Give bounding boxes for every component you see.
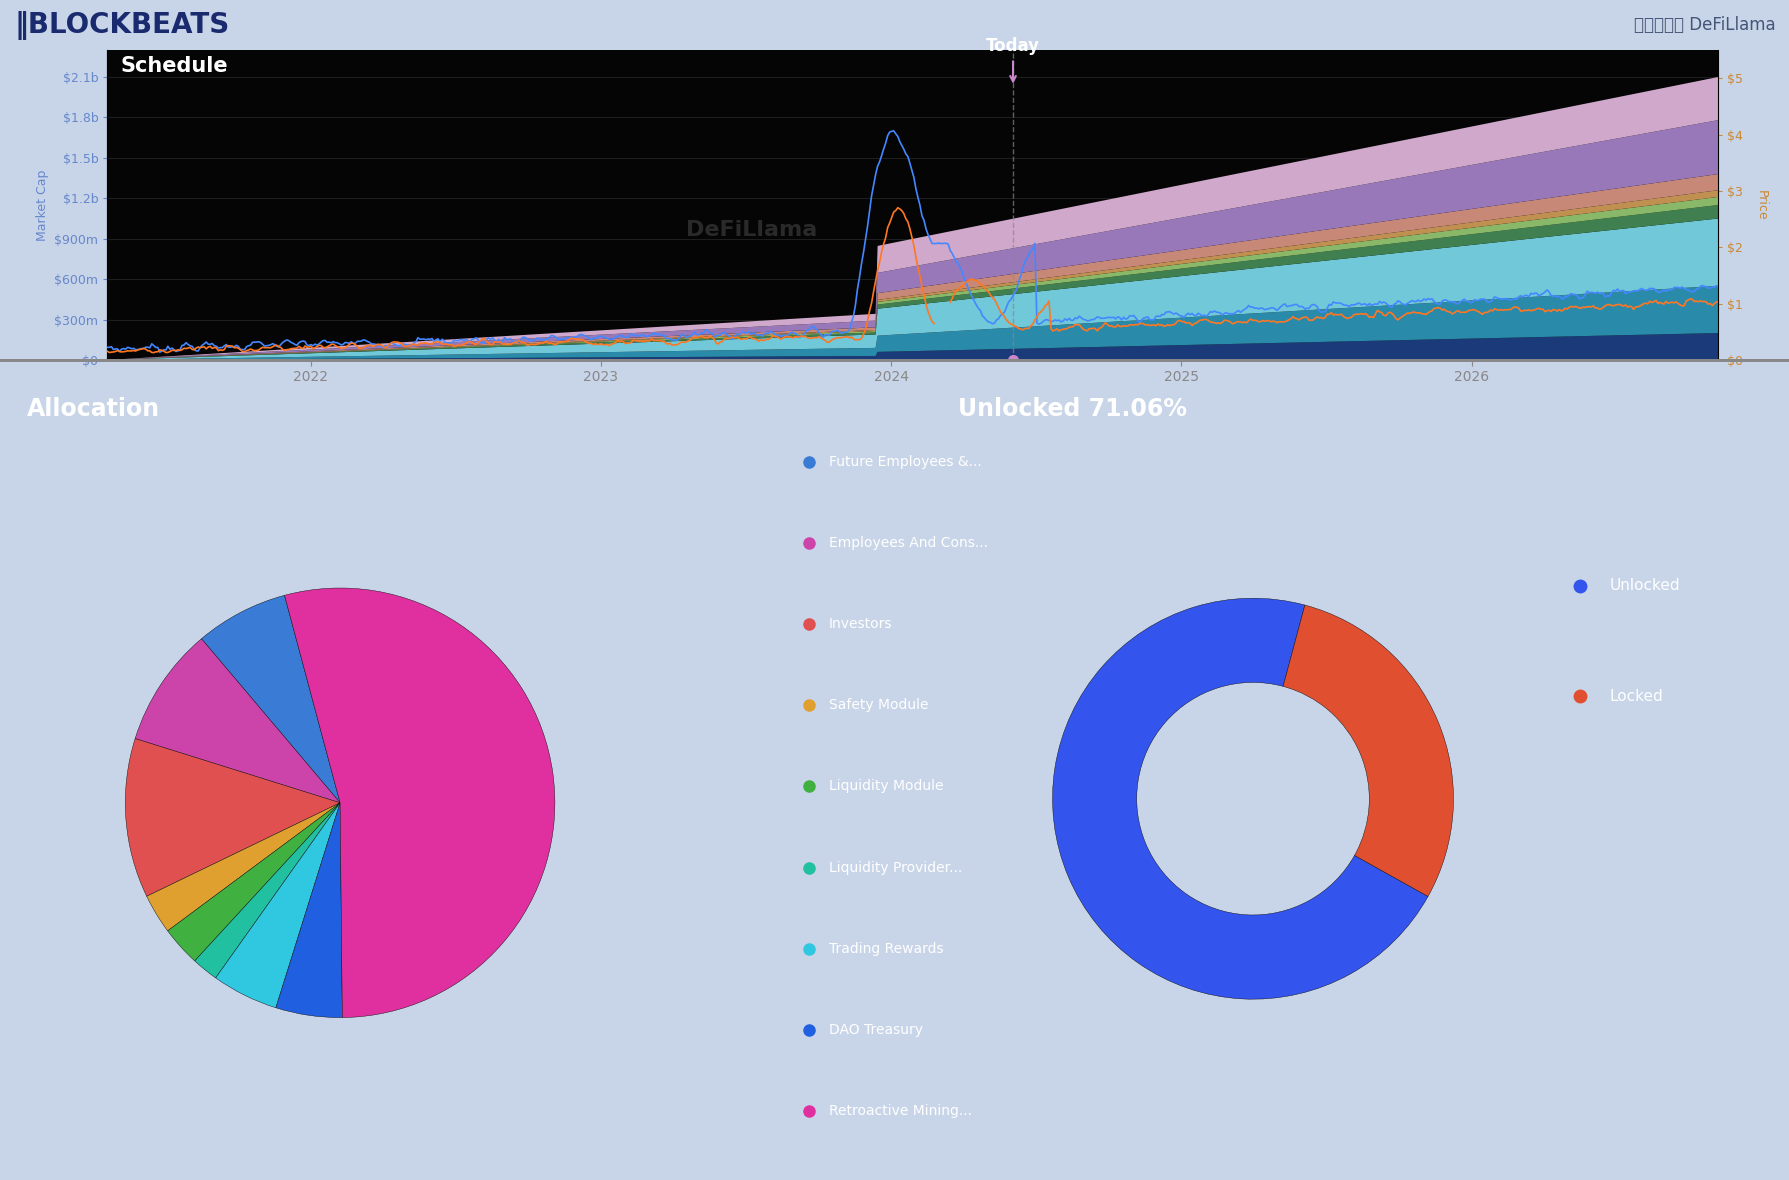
Wedge shape [134, 638, 340, 802]
Wedge shape [195, 802, 340, 978]
Text: Locked: Locked [1608, 689, 1662, 703]
Text: DAO Treasury: DAO Treasury [828, 1023, 923, 1037]
Wedge shape [147, 802, 340, 931]
Text: DeFiLlama: DeFiLlama [685, 219, 818, 240]
Text: Investors: Investors [828, 617, 891, 631]
Wedge shape [202, 596, 340, 802]
Text: Future Employees &...: Future Employees &... [828, 454, 980, 468]
Text: Liquidity Provider...: Liquidity Provider... [828, 860, 961, 874]
Wedge shape [168, 802, 340, 961]
Text: Today: Today [986, 37, 1039, 54]
Text: Liquidity Module: Liquidity Module [828, 780, 943, 793]
Wedge shape [284, 588, 555, 1017]
Text: 数据来源： DeFiLlama: 数据来源： DeFiLlama [1633, 17, 1775, 34]
Wedge shape [276, 802, 342, 1017]
Text: Unlocked 71.06%: Unlocked 71.06% [957, 396, 1186, 421]
Wedge shape [1052, 598, 1428, 999]
Text: Retroactive Mining...: Retroactive Mining... [828, 1104, 971, 1119]
Text: ‖BLOCKBEATS: ‖BLOCKBEATS [14, 11, 229, 39]
Text: Schedule: Schedule [120, 57, 227, 77]
Text: Trading Rewards: Trading Rewards [828, 942, 943, 956]
Text: Unlocked: Unlocked [1608, 578, 1680, 594]
Y-axis label: Market Cap: Market Cap [36, 169, 48, 241]
Text: Allocation: Allocation [27, 396, 159, 421]
Wedge shape [215, 802, 340, 1008]
Text: Employees And Cons...: Employees And Cons... [828, 536, 988, 550]
Text: Safety Module: Safety Module [828, 699, 928, 713]
Y-axis label: Price: Price [1753, 190, 1766, 221]
Wedge shape [125, 739, 340, 897]
Wedge shape [1283, 605, 1453, 897]
